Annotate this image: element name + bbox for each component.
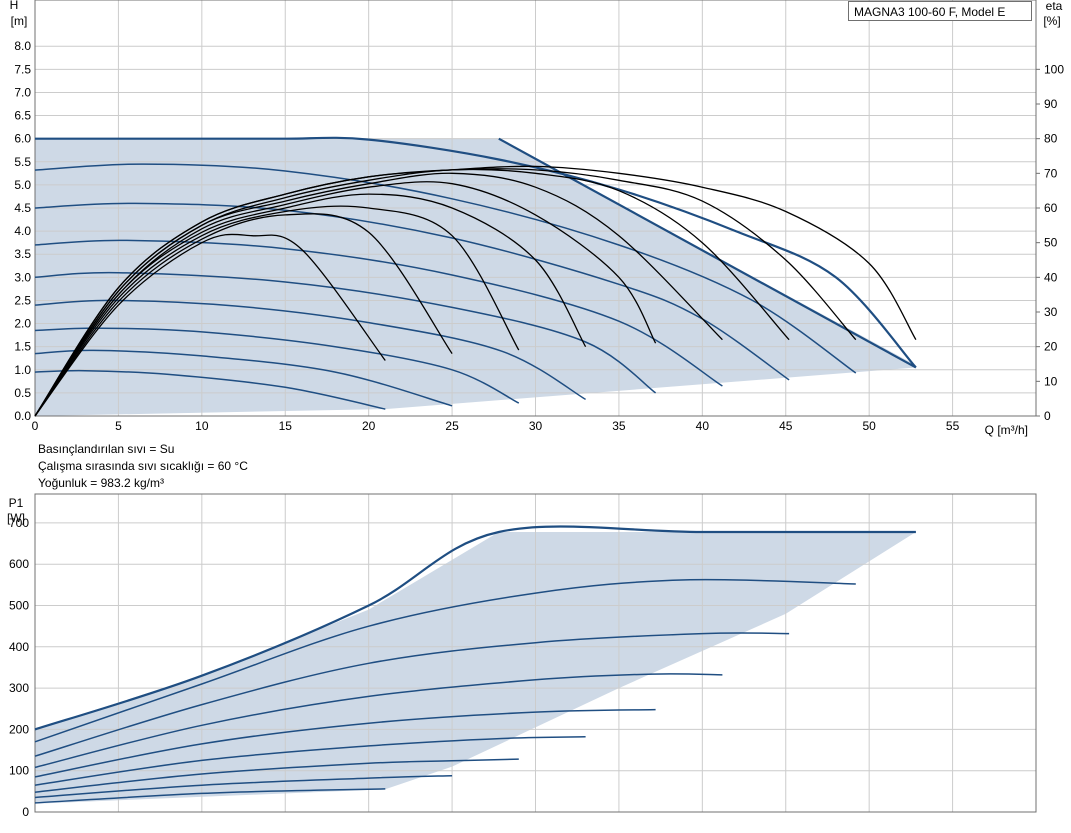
efficiency-curve: [34, 233, 386, 417]
x-tick-label: 15: [279, 419, 293, 433]
note-fluid: Basınçlandırılan sıvı = Su: [38, 442, 175, 456]
x-tick-label: 30: [529, 419, 543, 433]
note-density: Yoğunluk = 983.2 kg/m³: [38, 476, 164, 490]
power-curve: [34, 632, 790, 757]
y-tick-label: 0.5: [14, 386, 31, 400]
x-tick-label: 5: [115, 419, 122, 433]
y-axis-label: H: [10, 0, 19, 12]
y-tick-label: 1.5: [14, 340, 31, 354]
y2-axis-label: eta: [1046, 0, 1063, 13]
y2-tick-label: 50: [1044, 236, 1058, 250]
head-curve: [34, 202, 790, 381]
y-axis-unit: [W]: [7, 511, 25, 525]
note-temperature: Çalışma sırasında sıvı sıcaklığı = 60 °C: [38, 459, 248, 473]
y-tick-label: 3.5: [14, 247, 31, 261]
x-tick-label: 35: [612, 419, 626, 433]
y-tick-label: 600: [9, 557, 29, 571]
y-tick-label: 100: [9, 764, 29, 778]
x-tick-label: 55: [946, 419, 960, 433]
y2-axis-unit: [%]: [1043, 14, 1060, 28]
head-curve: [34, 239, 723, 387]
y2-tick-label: 20: [1044, 340, 1058, 354]
y2-tick-label: 60: [1044, 201, 1058, 215]
power-curve: [34, 736, 586, 786]
model-label: MAGNA3 100-60 F, Model E: [848, 1, 1032, 21]
y-tick-label: 4.5: [14, 201, 31, 215]
head-efficiency-chart: 0 5 10 15 20 25 30 35 40 45 50 55 0.0 0.5 1.0 1.5 2.0 2.5…: [10, 0, 1064, 437]
y2-tick-label: 100: [1044, 62, 1064, 76]
power-curve: [34, 758, 519, 793]
y-tick-label: 400: [9, 640, 29, 654]
x-axis-label: Q [m³/h]: [985, 423, 1028, 437]
y2-tick-label: 40: [1044, 270, 1058, 284]
y-tick-label: 200: [9, 722, 29, 736]
efficiency-curve: [34, 165, 917, 417]
x-tick-label: 10: [195, 419, 209, 433]
power-chart-frame: [34, 493, 1037, 813]
power-curve: [34, 708, 656, 778]
x-tick-label: 0: [32, 419, 39, 433]
x-tick-label: 45: [779, 419, 793, 433]
y-tick-label: 700: [9, 516, 29, 530]
y-tick-label: 5.0: [14, 178, 31, 192]
x-tick-label: 40: [696, 419, 710, 433]
y2-tick-label: 90: [1044, 97, 1058, 111]
y2-tick-label: 30: [1044, 305, 1058, 319]
y-tick-label: 7.5: [14, 62, 31, 76]
head-curve: [35, 136, 917, 369]
y-axis-unit: [m]: [11, 14, 28, 28]
efficiency-curve: [34, 213, 453, 417]
y-tick-label: 5.5: [14, 155, 31, 169]
x-tick-label: 50: [862, 419, 876, 433]
power-curve: [34, 788, 386, 804]
y-tick-label: 6.0: [14, 132, 31, 146]
power-curve: [34, 774, 453, 799]
power-curve: [34, 578, 856, 743]
y-tick-label: 4.0: [14, 224, 31, 238]
y2-tick-label: 70: [1044, 166, 1058, 180]
y2-tick-label: 80: [1044, 132, 1058, 146]
efficiency-curve: [34, 168, 790, 417]
power-curve: [34, 525, 916, 731]
y2-tick-label: 10: [1044, 374, 1058, 388]
y-tick-label: 2.5: [14, 293, 31, 307]
y-tick-label: 500: [9, 599, 29, 613]
y-tick-label: 8.0: [14, 39, 31, 53]
y-tick-label: 1.0: [14, 363, 31, 377]
y2-tick-label: 0: [1044, 409, 1051, 423]
y-tick-label: 300: [9, 681, 29, 695]
y-tick-label: 6.5: [14, 109, 31, 123]
y-tick-label: 0: [22, 805, 29, 819]
power-chart: 0 100 200 300 400 500 600 700 P1[W]: [7, 493, 1037, 819]
y-tick-label: 7.0: [14, 85, 31, 99]
head-curve: [34, 349, 453, 407]
efficiency-curve: [34, 181, 657, 417]
x-tick-label: 20: [362, 419, 376, 433]
head-curve: [34, 369, 386, 410]
x-tick-label: 25: [445, 419, 459, 433]
head-curve: [34, 163, 857, 374]
y-tick-label: 0.0: [14, 409, 31, 423]
power-envelope-area: [35, 532, 916, 804]
efficiency-curve: [34, 205, 520, 417]
y-axis-label: P1: [9, 496, 24, 510]
y-tick-label: 2.0: [14, 317, 31, 331]
power-curve: [34, 673, 723, 769]
y-tick-label: 3.0: [14, 270, 31, 284]
head-curve: [34, 271, 657, 394]
head-curve: [34, 327, 520, 404]
